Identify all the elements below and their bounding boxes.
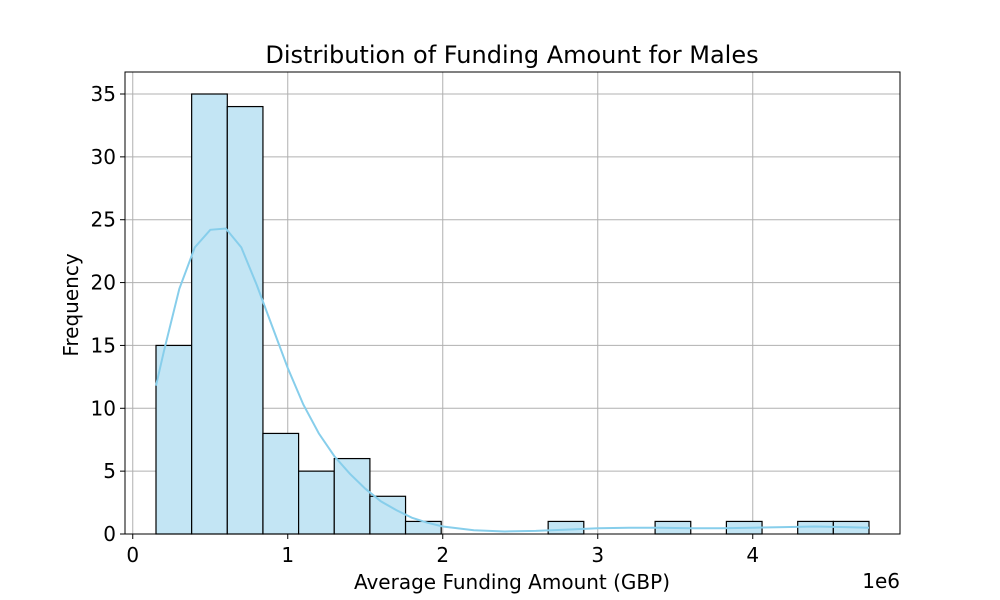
y-tick-label-0: 0: [103, 522, 116, 546]
histogram-bar-1: [191, 93, 228, 535]
y-tick-label-3: 15: [91, 333, 116, 357]
x-tick-label-1: 1: [281, 543, 294, 567]
y-tick-label-5: 25: [91, 208, 116, 232]
x-axis-ticks: 0 1 2 3 4: [126, 534, 759, 567]
histogram-bar-6: [369, 495, 407, 535]
histogram-bar-3: [262, 432, 300, 535]
y-tick-label-6: 30: [91, 145, 116, 169]
histogram-bar-5: [333, 457, 371, 535]
x-tick-label-2: 2: [436, 543, 449, 567]
histogram-bar-2: [226, 105, 264, 535]
plot-frame: [124, 71, 901, 535]
histogram-bar-11: [547, 520, 585, 535]
y-tick-label-1: 5: [103, 459, 116, 483]
x-axis-title: Average Funding Amount (GBP): [354, 570, 670, 594]
histogram-bar-0: [155, 344, 193, 535]
y-tick-label-4: 20: [91, 271, 116, 295]
chart-title: Distribution of Funding Amount for Males: [265, 41, 758, 69]
histogram-bar-4: [298, 470, 335, 535]
kde-curve: [155, 227, 870, 533]
x-tick-label-4: 4: [746, 543, 759, 567]
x-tick-label-3: 3: [591, 543, 604, 567]
x-offset-label: 1e6: [862, 569, 900, 593]
bars: [155, 93, 870, 535]
y-tick-label-2: 10: [91, 396, 116, 420]
x-tick-label-0: 0: [126, 543, 139, 567]
histogram-bar-7: [404, 520, 442, 535]
y-tick-label-7: 35: [91, 82, 116, 106]
y-axis-title: Frequency: [59, 253, 83, 356]
y-axis-ticks: 0 5 10 15 20 25 30 35: [91, 82, 125, 546]
